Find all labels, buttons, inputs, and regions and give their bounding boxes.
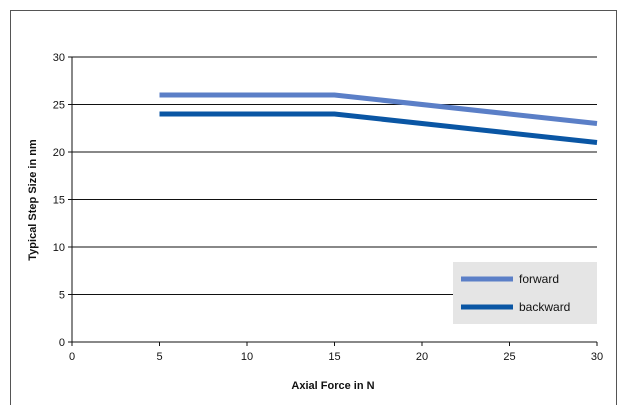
legend-label-backward: backward bbox=[519, 300, 570, 314]
y-tick-label: 30 bbox=[53, 52, 65, 64]
x-tick-label: 15 bbox=[328, 351, 340, 363]
y-tick-label: 25 bbox=[53, 100, 65, 112]
x-tick-labels: 0 5 10 15 20 25 30 bbox=[69, 351, 603, 363]
x-axis-title: Axial Force in N bbox=[291, 380, 374, 392]
legend: forward backward bbox=[453, 262, 597, 324]
y-tick-label: 5 bbox=[59, 290, 65, 302]
x-tick-label: 30 bbox=[591, 351, 603, 363]
series-line-forward bbox=[159, 92, 598, 126]
y-tick-label: 20 bbox=[53, 147, 65, 159]
x-tick-label: 20 bbox=[416, 351, 428, 363]
y-tick-labels: 0 5 10 15 20 25 30 bbox=[53, 52, 65, 349]
legend-label-forward: forward bbox=[519, 272, 559, 286]
x-tick-label: 5 bbox=[156, 351, 162, 363]
x-tick-label: 10 bbox=[241, 351, 253, 363]
chart-frame bbox=[10, 10, 617, 405]
series-line-backward bbox=[159, 111, 598, 145]
series-lines bbox=[159, 92, 598, 145]
gridlines bbox=[72, 56, 597, 295]
y-tick-label: 15 bbox=[53, 195, 65, 207]
x-tick-label: 25 bbox=[503, 351, 515, 363]
x-tick-label: 0 bbox=[69, 351, 75, 363]
axes bbox=[68, 56, 598, 346]
legend-box bbox=[453, 262, 597, 324]
y-tick-label: 0 bbox=[59, 337, 65, 349]
y-axis-title: Typical Step Size in nm bbox=[27, 139, 39, 261]
y-tick-label: 10 bbox=[53, 242, 65, 254]
